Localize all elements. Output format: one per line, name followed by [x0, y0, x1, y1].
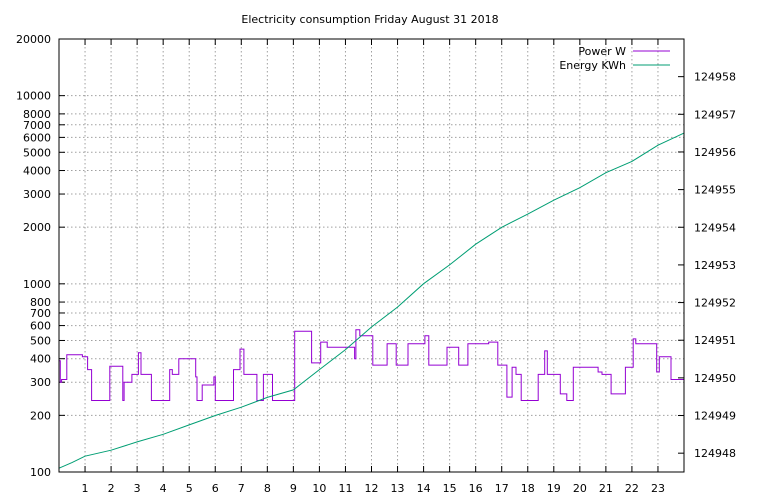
y-tick-label: 10000: [16, 90, 51, 103]
series-lines: [58, 132, 685, 469]
y-tick-label: 5000: [23, 146, 51, 159]
series-power-w: [59, 329, 684, 401]
y2-tick-label: 124950: [694, 372, 736, 385]
y2-tick-label: 124948: [694, 447, 736, 460]
y-tick-label: 20000: [16, 33, 51, 46]
x-tick-label: 5: [186, 482, 193, 495]
y-tick-label: 100: [30, 466, 51, 479]
plot-frame: [58, 38, 685, 473]
legend-label-energy-kwh: Energy KWh: [559, 59, 626, 72]
y-tick-label: 6000: [23, 131, 51, 144]
y-tick-label: 1000: [23, 278, 51, 291]
x-tick-label: 6: [212, 482, 219, 495]
x-tick-label: 11: [338, 482, 352, 495]
x-tick-label: 3: [134, 482, 141, 495]
x-tick-label: 20: [573, 482, 587, 495]
x-tick-label: 23: [651, 482, 665, 495]
x-tick-label: 22: [625, 482, 639, 495]
axis-ticks: [59, 38, 684, 473]
x-tick-label: 21: [599, 482, 613, 495]
y-tick-label: 8000: [23, 108, 51, 121]
x-tick-label: 17: [495, 482, 509, 495]
y-tick-label: 300: [30, 376, 51, 389]
x-tick-label: 9: [290, 482, 297, 495]
y-tick-label: 2000: [23, 221, 51, 234]
x-tick-label: 14: [417, 482, 431, 495]
x-tick-label: 18: [521, 482, 535, 495]
x-axis-tick-labels: 1 2 3 4 5 6 7 8 9 10 11 12 13 14 15 16 17 18 19 20 21 22 23: [82, 482, 665, 495]
x-tick-label: 4: [160, 482, 167, 495]
y-tick-label: 7000: [23, 119, 51, 132]
x-tick-label: 7: [238, 482, 245, 495]
x-tick-label: 12: [365, 482, 379, 495]
x-tick-label: 2: [108, 482, 115, 495]
x-tick-label: 15: [443, 482, 457, 495]
chart-title: Electricity consumption Friday August 31…: [241, 13, 498, 26]
x-tick-label: 16: [469, 482, 483, 495]
x-tick-label: 1: [82, 482, 89, 495]
y2-tick-label: 124951: [694, 334, 736, 347]
y2-tick-label: 124955: [694, 184, 736, 197]
y2-tick-label: 124957: [694, 108, 736, 121]
y-tick-label: 3000: [23, 188, 51, 201]
y-tick-label: 400: [30, 353, 51, 366]
x-tick-label: 8: [264, 482, 271, 495]
y2-tick-label: 124952: [694, 297, 736, 310]
y-tick-label: 500: [30, 334, 51, 347]
y2-axis-tick-labels: 124948 124949 124950 124951 124952 124953 1249…: [694, 71, 736, 461]
y2-tick-label: 124956: [694, 146, 736, 159]
grid: [59, 38, 684, 473]
y2-tick-label: 124958: [694, 71, 736, 84]
y-tick-label: 800: [30, 296, 51, 309]
y-tick-label: 600: [30, 320, 51, 333]
y-tick-label: 4000: [23, 165, 51, 178]
series-energy-kwh: [58, 132, 685, 469]
legend-label-power-w: Power W: [578, 45, 626, 58]
x-tick-label: 10: [312, 482, 326, 495]
y2-tick-label: 124954: [694, 221, 736, 234]
x-tick-label: 13: [391, 482, 405, 495]
y-tick-label: 700: [30, 307, 51, 320]
y2-tick-label: 124953: [694, 259, 736, 272]
x-tick-label: 19: [547, 482, 561, 495]
y2-tick-label: 124949: [694, 410, 736, 423]
y-tick-label: 200: [30, 409, 51, 422]
